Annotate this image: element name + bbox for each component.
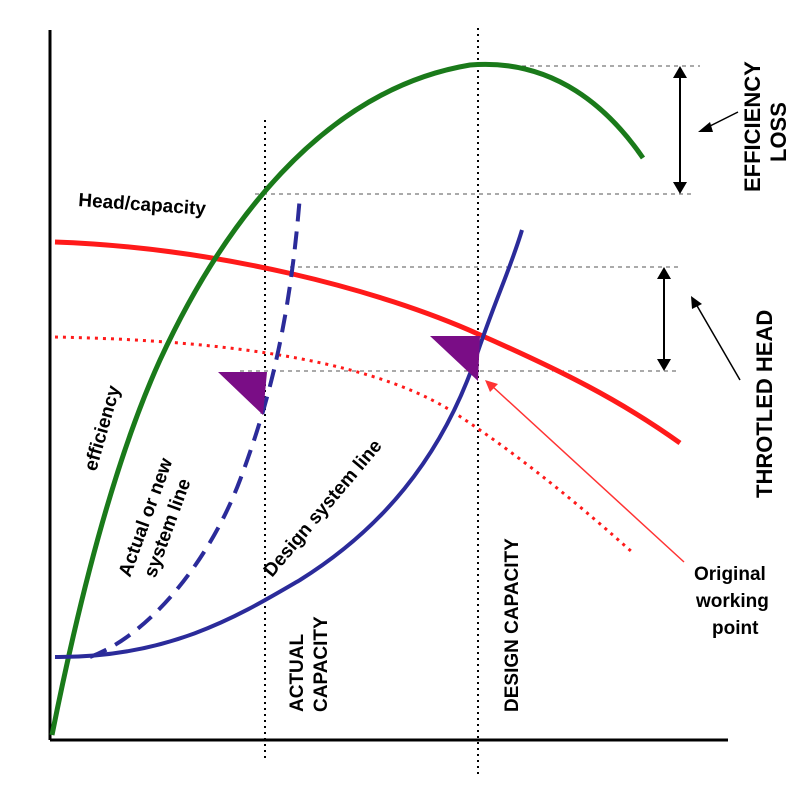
throttled-head-double-arrow-icon xyxy=(657,267,671,371)
axes xyxy=(48,30,728,742)
efficiency-loss-label: EFFICIENCY LOSS xyxy=(740,61,791,192)
design-working-point-triangle-icon xyxy=(430,336,480,381)
efficiency-loss-pointer-icon xyxy=(698,111,739,132)
original-working-point-pointer-icon xyxy=(485,380,685,563)
efficiency-curve xyxy=(49,61,646,736)
actual-working-point-triangle-icon xyxy=(218,372,267,415)
throttled-head-pointer-icon xyxy=(691,296,741,381)
actual-system-line-label: Actual or new system line xyxy=(115,455,195,580)
svg-text:working: working xyxy=(695,591,769,612)
actual-capacity-label: ACTUAL CAPACITY xyxy=(287,616,332,712)
efficiency-loss-double-arrow-icon xyxy=(673,66,687,194)
svg-text:ACTUAL: ACTUAL xyxy=(287,634,308,712)
actual-system-line xyxy=(89,194,302,659)
throttled-head-label: THROTLED HEAD xyxy=(752,310,777,498)
reference-lines xyxy=(240,65,700,372)
design-system-line xyxy=(54,229,524,660)
original-working-point-label: Original working point xyxy=(694,564,769,639)
head-capacity-label: Head/capacity xyxy=(78,190,207,220)
svg-text:EFFICIENCY: EFFICIENCY xyxy=(740,61,765,192)
reduced-head-curve xyxy=(54,335,633,554)
svg-text:Original: Original xyxy=(694,564,766,585)
design-capacity-label: DESIGN CAPACITY xyxy=(502,538,523,712)
head-capacity-curve xyxy=(54,239,682,446)
svg-text:CAPACITY: CAPACITY xyxy=(311,616,332,712)
design-system-line-label: Design system line xyxy=(260,436,387,581)
svg-text:LOSS: LOSS xyxy=(766,102,791,162)
svg-text:point: point xyxy=(712,618,759,639)
efficiency-label: efficiency xyxy=(81,383,125,473)
